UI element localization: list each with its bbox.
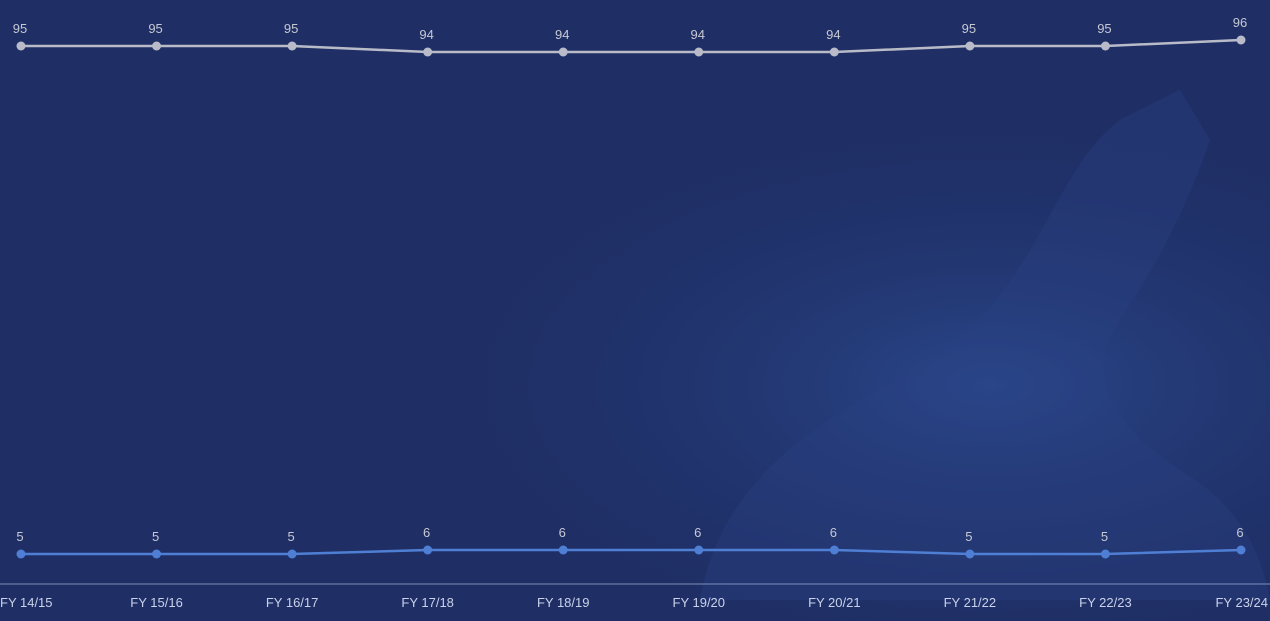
data-label: 95 bbox=[284, 21, 298, 36]
data-label: 5 bbox=[152, 529, 159, 544]
data-label: 5 bbox=[287, 529, 294, 544]
series-2-point bbox=[287, 549, 297, 559]
x-tick-label: FY 18/19 bbox=[537, 595, 590, 610]
series-1-line bbox=[21, 38, 1242, 54]
series-1-point bbox=[16, 41, 26, 51]
series-2-point bbox=[829, 545, 839, 555]
series-1-point bbox=[152, 41, 162, 51]
x-tick-label: FY 23/24 bbox=[1215, 595, 1268, 610]
data-label: 6 bbox=[694, 525, 701, 540]
x-tick-label: FY 21/22 bbox=[944, 595, 997, 610]
series-1: 95 95 95 94 94 94 94 95 95 96 bbox=[13, 15, 1247, 57]
data-label: 6 bbox=[559, 525, 566, 540]
x-tick-label: FY 14/15 bbox=[0, 595, 53, 610]
series-1-point bbox=[965, 41, 975, 51]
series-2-point bbox=[1236, 545, 1246, 555]
x-tick-label: FY 17/18 bbox=[401, 595, 454, 610]
series-1-point bbox=[1236, 35, 1246, 45]
series-1-point bbox=[1100, 41, 1110, 51]
series-1-point bbox=[829, 47, 839, 57]
data-label: 94 bbox=[419, 27, 433, 42]
data-label: 5 bbox=[1101, 529, 1108, 544]
data-label: 95 bbox=[1097, 21, 1111, 36]
x-tick-label: FY 20/21 bbox=[808, 595, 861, 610]
data-label: 6 bbox=[830, 525, 837, 540]
series-2-point bbox=[965, 549, 975, 559]
series-layer: 95 95 95 94 94 94 94 95 95 96 5 5 5 6 6 6 6 5 5 6 bbox=[13, 15, 1247, 559]
series-1-point bbox=[558, 47, 568, 57]
series-1-point bbox=[423, 47, 433, 57]
data-label: 94 bbox=[691, 27, 705, 42]
series-2-point bbox=[423, 545, 433, 555]
x-tick-labels: FY 14/15 FY 15/16 FY 16/17 FY 17/18 FY 18/19… bbox=[0, 595, 1268, 610]
series-1-point bbox=[287, 41, 297, 51]
x-tick-label: FY 16/17 bbox=[266, 595, 319, 610]
data-label: 95 bbox=[962, 21, 976, 36]
x-tick-label: FY 15/16 bbox=[130, 595, 183, 610]
data-label: 95 bbox=[148, 21, 162, 36]
series-2-point bbox=[16, 549, 26, 559]
data-label: 94 bbox=[826, 27, 840, 42]
data-label: 6 bbox=[423, 525, 430, 540]
series-2-point bbox=[558, 545, 568, 555]
series-2-point bbox=[694, 545, 704, 555]
data-label: 5 bbox=[965, 529, 972, 544]
x-tick-label: FY 22/23 bbox=[1079, 595, 1132, 610]
series-1-point bbox=[694, 47, 704, 57]
series-2-point bbox=[1100, 549, 1110, 559]
data-label: 94 bbox=[555, 27, 569, 42]
series-2-line bbox=[21, 548, 1242, 556]
series-2-point bbox=[152, 549, 162, 559]
data-label: 6 bbox=[1236, 525, 1243, 540]
data-label: 5 bbox=[16, 529, 23, 544]
data-label: 96 bbox=[1233, 15, 1247, 30]
data-label: 95 bbox=[13, 21, 27, 36]
series-2: 5 5 5 6 6 6 6 5 5 6 bbox=[16, 525, 1246, 559]
x-tick-label: FY 19/20 bbox=[673, 595, 726, 610]
